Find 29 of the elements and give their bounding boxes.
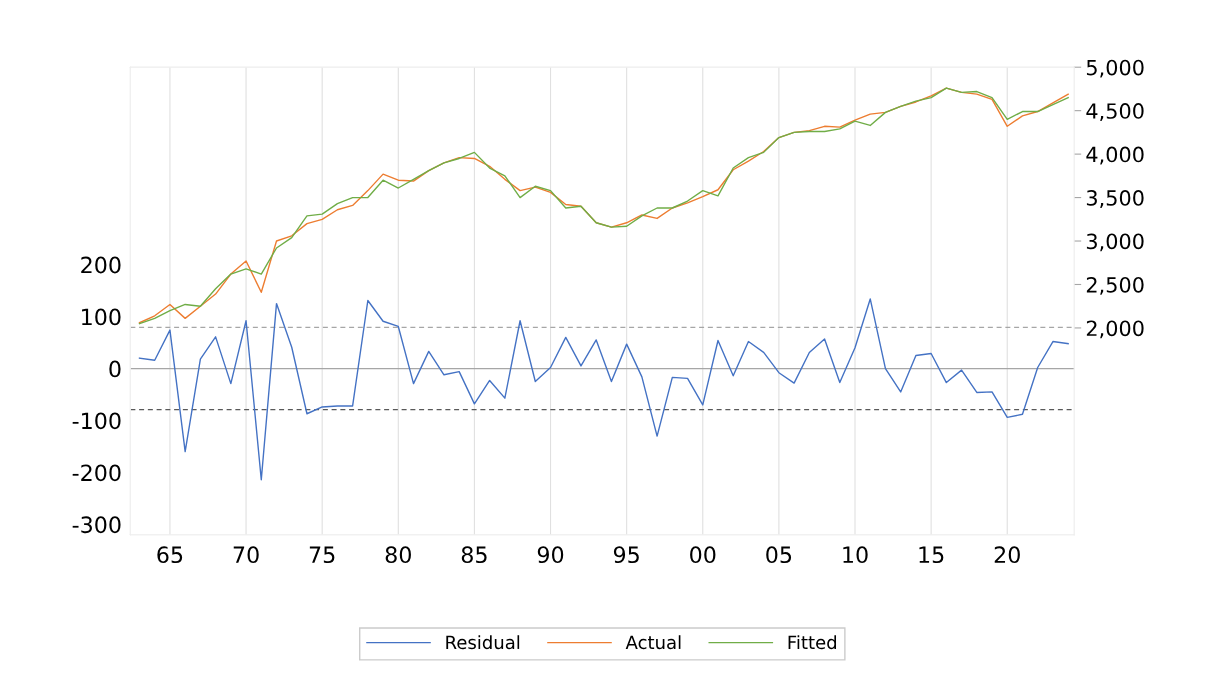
y-tick-label: 200 bbox=[81, 256, 121, 274]
y2-tick-label: 3,500 bbox=[1086, 190, 1144, 208]
x-tick-label: 85 bbox=[461, 546, 487, 564]
y2-tick-label: 2,000 bbox=[1086, 320, 1144, 339]
x-tick-label: 90 bbox=[537, 546, 564, 564]
y-tick-label: -100 bbox=[72, 412, 121, 430]
legend-label: Residual bbox=[446, 635, 520, 650]
x-tick-label: 10 bbox=[843, 546, 868, 564]
y2-tick-label: 2,500 bbox=[1086, 276, 1144, 295]
legend-label: Actual bbox=[625, 635, 681, 650]
y-tick-label: -200 bbox=[72, 464, 121, 482]
y2-tick-label: 5,000 bbox=[1086, 59, 1144, 78]
x-tick-label: 15 bbox=[919, 546, 944, 564]
y-tick-label: 0 bbox=[109, 360, 121, 378]
x-tick-label: 80 bbox=[385, 546, 411, 564]
x-tick-label: 05 bbox=[766, 546, 792, 564]
x-tick-label: 95 bbox=[613, 546, 639, 564]
y-tick-label: -300 bbox=[72, 516, 121, 534]
legend-label: Fitted bbox=[788, 635, 837, 650]
line-series bbox=[138, 298, 1069, 481]
y2-tick-label: 3,000 bbox=[1086, 233, 1144, 252]
x-tick-label: 70 bbox=[233, 546, 259, 564]
x-tick-label: 00 bbox=[690, 546, 716, 564]
x-tick-label: 65 bbox=[157, 546, 183, 564]
y-tick-label: 100 bbox=[82, 308, 121, 326]
y2-tick-label: 4,500 bbox=[1086, 103, 1144, 121]
y2-tick-label: 4,000 bbox=[1086, 146, 1144, 165]
x-tick-label: 20 bbox=[994, 546, 1020, 564]
x-tick-label: 75 bbox=[309, 546, 335, 564]
